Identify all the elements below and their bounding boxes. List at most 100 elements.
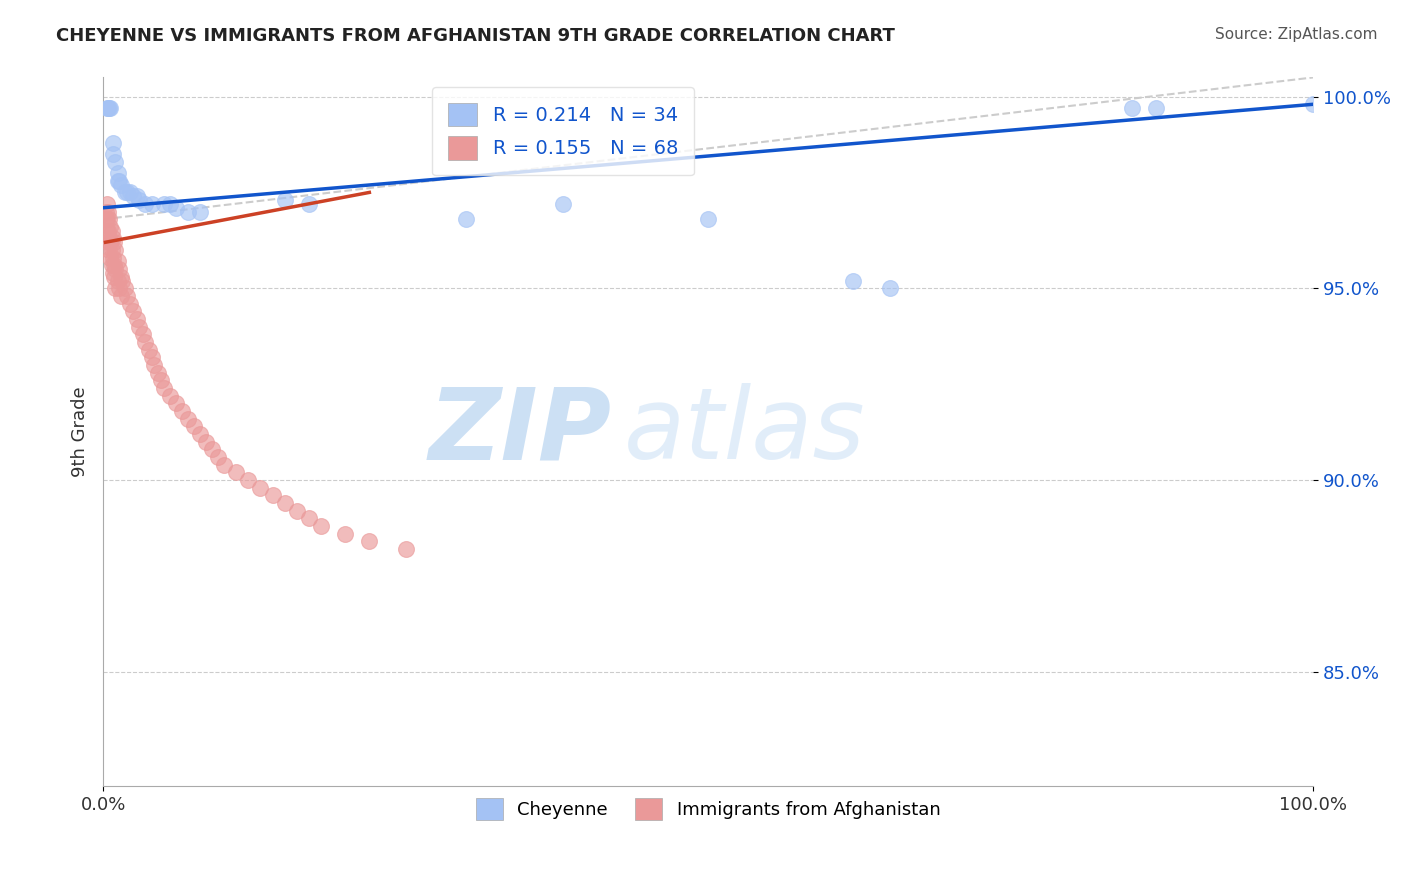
- Text: atlas: atlas: [623, 384, 865, 481]
- Text: ZIP: ZIP: [429, 384, 612, 481]
- Point: [188, 426, 211, 441]
- Point: [1302, 97, 1324, 112]
- Point: [98, 243, 121, 257]
- Point: [111, 274, 134, 288]
- Point: [101, 251, 124, 265]
- Point: [108, 262, 131, 277]
- Point: [101, 136, 124, 150]
- Point: [97, 235, 120, 250]
- Point: [103, 235, 125, 250]
- Point: [141, 197, 163, 211]
- Point: [262, 488, 284, 502]
- Point: [101, 231, 124, 245]
- Point: [103, 258, 125, 272]
- Point: [97, 224, 120, 238]
- Point: [249, 481, 271, 495]
- Point: [150, 373, 173, 387]
- Point: [104, 262, 127, 277]
- Point: [114, 186, 136, 200]
- Point: [125, 312, 148, 326]
- Point: [96, 212, 118, 227]
- Point: [456, 212, 478, 227]
- Point: [122, 304, 145, 318]
- Point: [298, 197, 321, 211]
- Point: [117, 186, 139, 200]
- Point: [107, 254, 129, 268]
- Point: [146, 366, 169, 380]
- Point: [94, 204, 117, 219]
- Point: [125, 189, 148, 203]
- Point: [207, 450, 229, 464]
- Point: [285, 503, 308, 517]
- Point: [110, 289, 132, 303]
- Point: [94, 212, 117, 227]
- Point: [159, 197, 181, 211]
- Point: [697, 212, 720, 227]
- Point: [97, 204, 120, 219]
- Point: [103, 269, 125, 284]
- Point: [177, 204, 200, 219]
- Point: [96, 197, 118, 211]
- Point: [159, 388, 181, 402]
- Point: [97, 101, 120, 115]
- Point: [107, 174, 129, 188]
- Point: [1144, 101, 1167, 115]
- Point: [1121, 101, 1143, 115]
- Point: [100, 235, 122, 250]
- Point: [98, 212, 121, 227]
- Text: CHEYENNE VS IMMIGRANTS FROM AFGHANISTAN 9TH GRADE CORRELATION CHART: CHEYENNE VS IMMIGRANTS FROM AFGHANISTAN …: [56, 27, 896, 45]
- Point: [170, 404, 193, 418]
- Point: [183, 419, 205, 434]
- Point: [195, 434, 218, 449]
- Point: [128, 319, 150, 334]
- Point: [96, 101, 118, 115]
- Point: [101, 147, 124, 161]
- Point: [128, 193, 150, 207]
- Point: [100, 251, 122, 265]
- Point: [134, 334, 156, 349]
- Point: [107, 166, 129, 180]
- Point: [309, 519, 332, 533]
- Point: [100, 224, 122, 238]
- Point: [104, 243, 127, 257]
- Point: [225, 465, 247, 479]
- Point: [138, 343, 160, 357]
- Point: [117, 289, 139, 303]
- Point: [101, 266, 124, 280]
- Point: [238, 473, 260, 487]
- Point: [201, 442, 224, 457]
- Point: [100, 243, 122, 257]
- Point: [107, 274, 129, 288]
- Point: [359, 534, 381, 549]
- Point: [298, 511, 321, 525]
- Point: [96, 224, 118, 238]
- Point: [134, 197, 156, 211]
- Point: [110, 178, 132, 192]
- Point: [118, 186, 141, 200]
- Point: [104, 281, 127, 295]
- Point: [100, 101, 122, 115]
- Point: [110, 269, 132, 284]
- Point: [165, 201, 187, 215]
- Point: [212, 458, 235, 472]
- Point: [177, 411, 200, 425]
- Y-axis label: 9th Grade: 9th Grade: [72, 386, 89, 477]
- Point: [100, 258, 122, 272]
- Point: [100, 219, 122, 234]
- Point: [98, 101, 121, 115]
- Text: Source: ZipAtlas.com: Source: ZipAtlas.com: [1215, 27, 1378, 42]
- Point: [108, 281, 131, 295]
- Point: [132, 327, 155, 342]
- Point: [333, 526, 356, 541]
- Point: [273, 496, 295, 510]
- Point: [395, 541, 418, 556]
- Point: [273, 193, 295, 207]
- Point: [879, 281, 901, 295]
- Point: [118, 296, 141, 310]
- Point: [551, 197, 574, 211]
- Point: [114, 281, 136, 295]
- Point: [165, 396, 187, 410]
- Point: [122, 189, 145, 203]
- Point: [104, 154, 127, 169]
- Point: [152, 197, 174, 211]
